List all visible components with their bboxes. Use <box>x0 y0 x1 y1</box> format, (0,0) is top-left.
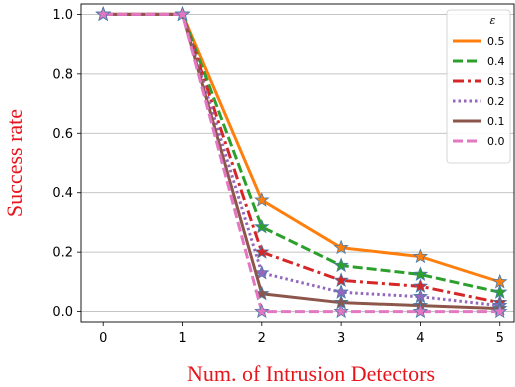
series-0.4 <box>95 6 508 299</box>
series-line <box>103 12 501 284</box>
series-line <box>103 12 500 311</box>
data-point <box>412 248 429 264</box>
x-tick-label: 0 <box>99 331 107 346</box>
legend-title: ε <box>490 14 496 27</box>
series-line <box>103 12 500 314</box>
data-point <box>254 192 270 207</box>
series-0.0 <box>95 6 508 319</box>
legend-label: 0.5 <box>487 35 505 48</box>
y-tick-label: 0.0 <box>52 305 73 320</box>
data-point <box>333 257 349 273</box>
y-axis-label: Success rate <box>2 109 27 217</box>
data-point <box>333 303 349 319</box>
legend-label: 0.0 <box>487 135 505 148</box>
axes <box>80 3 515 323</box>
x-tick-label: 3 <box>337 331 345 346</box>
ticks: 0.0 0.2 0.4 0.6 0.8 1.0 0 1 2 3 4 5 <box>52 8 504 346</box>
series-0.5 <box>95 6 508 289</box>
x-axis-label: Num. of Intrusion Detectors <box>187 361 435 386</box>
legend-label: 0.3 <box>487 75 505 88</box>
x-tick-label: 4 <box>416 331 424 346</box>
plot-area <box>95 6 508 319</box>
x-tick-label: 2 <box>258 331 266 346</box>
legend-box <box>446 9 511 164</box>
data-point <box>254 218 270 234</box>
y-tick-label: 0.4 <box>52 186 73 201</box>
data-point <box>492 303 508 319</box>
legend-label: 0.2 <box>487 95 505 108</box>
data-point <box>95 6 111 21</box>
y-tick-label: 1.0 <box>52 8 73 23</box>
x-tick-label: 1 <box>178 331 186 346</box>
plot-frame <box>80 3 515 323</box>
y-tick-label: 0.2 <box>52 246 73 261</box>
x-tick-label: 5 <box>496 331 504 346</box>
series-line <box>103 12 501 305</box>
legend: ε 0.5 0.4 0.3 0.2 0.1 0.0 <box>446 9 511 164</box>
data-point <box>174 6 191 21</box>
data-point <box>254 303 270 319</box>
y-tick-label: 0.6 <box>52 127 73 142</box>
series-0.1 <box>95 6 508 316</box>
series-line <box>103 12 501 294</box>
data-point <box>254 244 270 259</box>
data-point <box>412 266 429 282</box>
data-point <box>412 303 429 319</box>
legend-label: 0.4 <box>487 55 505 68</box>
data-point <box>333 239 349 255</box>
y-tick-label: 0.8 <box>52 67 73 82</box>
data-point <box>333 272 349 287</box>
legend-label: 0.1 <box>487 115 505 128</box>
